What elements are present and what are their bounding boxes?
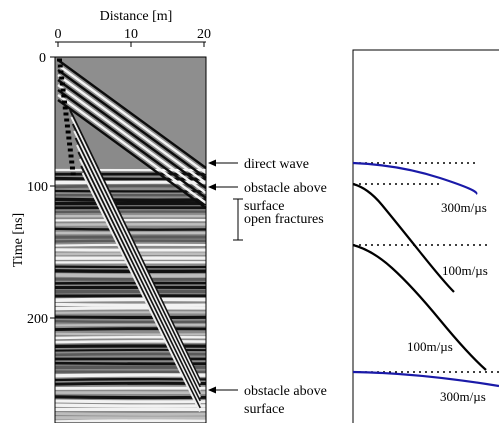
wave-streak (57, 89, 207, 199)
reflection-band (54, 273, 207, 278)
direct-wave-annotation: direct wave (208, 157, 309, 172)
reflection-band (54, 320, 207, 324)
reflection-band (54, 332, 207, 336)
reflection-band (54, 348, 207, 352)
direct-wave-arrowhead (208, 159, 216, 167)
wave-streak (77, 151, 201, 402)
velocity-label-2: 100m/µs (442, 263, 488, 278)
wave-streak (57, 84, 207, 194)
time-axis: 0 100 200 Time [ns] (11, 51, 56, 423)
reflection-band (54, 395, 207, 400)
obstacle-label-1-line1: obstacle above (244, 181, 327, 196)
wave-streak (57, 79, 207, 189)
obstacle-arrowhead-1 (208, 183, 216, 191)
wave-streak (74, 137, 201, 395)
velocity-label-3: 100m/µs (407, 339, 453, 354)
ground-wave-curve-1 (352, 182, 455, 293)
wave-streak (57, 94, 207, 204)
reflection-band (54, 340, 207, 344)
wave-streak (57, 69, 207, 179)
reflection-band (54, 381, 207, 386)
wave-streak (57, 64, 207, 174)
distance-axis-label: Distance [m] (100, 9, 173, 24)
reflection-band (54, 412, 207, 416)
annotations: direct wave obstacle above surface open … (208, 157, 327, 417)
air-wave-curve-bottom (352, 370, 499, 388)
obstacle-annotation-1: obstacle above surface (208, 181, 327, 214)
reflection-band (54, 306, 207, 311)
reflection-band (54, 399, 207, 404)
reflection-band (54, 176, 207, 181)
wave-streak (57, 99, 207, 209)
reflection-band (54, 297, 207, 302)
obstacle-annotation-2: obstacle above surface (208, 384, 327, 417)
open-fractures-label: open fractures (244, 212, 324, 227)
time-axis-label: Time [ns] (11, 213, 26, 267)
time-tick-label-0: 0 (39, 51, 46, 66)
wave-streak (78, 158, 201, 405)
obstacle-label-1-line2: surface (244, 199, 284, 214)
wave-streak (71, 123, 201, 388)
wave-streak (57, 59, 207, 169)
wave-streak (57, 74, 207, 184)
reflection-band (54, 323, 207, 327)
ground-wave-curve-2 (352, 243, 487, 371)
wave-streak (76, 144, 201, 398)
reflection-band (54, 227, 207, 231)
reflection-band (54, 197, 207, 203)
reflection-bands (54, 168, 207, 423)
schematic-panel: 300m/µs 100m/µs 100m/µs 300m/µs (352, 49, 499, 423)
obstacle-arrowhead-2 (208, 386, 216, 394)
reflection-band (54, 302, 207, 307)
air-wave-curve-top (352, 161, 478, 195)
velocity-label-4: 300m/µs (440, 389, 486, 404)
time-tick-label-100: 100 (27, 180, 48, 195)
schematic-frame (352, 49, 499, 423)
wave-streak (69, 109, 201, 381)
obstacle-label-2-line1: obstacle above (244, 384, 327, 399)
distance-tick-label-20: 20 (197, 27, 211, 42)
distance-tick-label-0: 0 (55, 27, 62, 42)
wave-streak (70, 116, 201, 384)
velocity-label-1: 300m/µs (441, 200, 487, 215)
time-tick-label-200: 200 (27, 312, 48, 327)
reflection-band (54, 419, 207, 423)
distance-tick-label-10: 10 (124, 27, 138, 42)
wave-streak (81, 172, 201, 412)
radargram-panel (54, 56, 207, 423)
wave-streak (80, 165, 201, 409)
wave-streak (73, 130, 201, 391)
direct-wave-label: direct wave (244, 157, 309, 172)
obstacle-label-2-line2: surface (244, 402, 284, 417)
reflection-band (54, 335, 207, 340)
diagonal-wave-streaks (57, 58, 207, 412)
distance-axis: 0 10 20 Distance [m] (55, 9, 211, 47)
open-fractures-annotation: open fractures (233, 198, 324, 241)
reflection-band (54, 327, 207, 332)
reflection-band (54, 403, 207, 408)
